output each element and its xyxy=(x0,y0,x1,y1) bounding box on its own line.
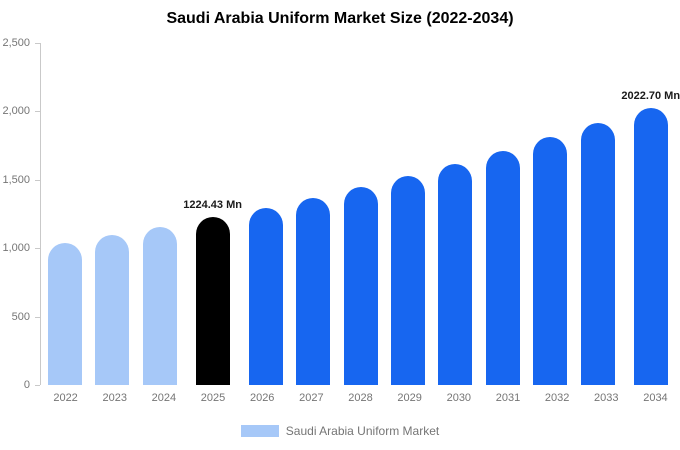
bar-group xyxy=(88,43,135,385)
x-tick-label: 2024 xyxy=(151,392,177,404)
bar-group xyxy=(384,43,431,385)
x-tick-label: 2026 xyxy=(249,392,275,404)
bar-2030[interactable] xyxy=(438,164,473,385)
y-tick-mark xyxy=(35,43,40,44)
y-tick-label: 2,500 xyxy=(2,37,30,49)
bar-group: 2022.70 Mn xyxy=(621,43,680,385)
bar-2025[interactable] xyxy=(195,217,230,385)
bar-group xyxy=(136,43,183,385)
x-tick-label: 2028 xyxy=(348,392,373,404)
bar-group xyxy=(289,43,336,385)
x-tick-label: 2030 xyxy=(446,392,472,404)
y-tick-label: 0 xyxy=(23,379,30,391)
bar-2027[interactable] xyxy=(296,198,331,385)
bar-value-label: 2022.70 Mn xyxy=(621,90,680,102)
y-tick-mark xyxy=(35,179,40,181)
y-axis-labels: 2,500 2,000 1,500 1,000 500 0 xyxy=(0,37,40,391)
bar-group xyxy=(41,43,88,385)
x-tick-label: 2029 xyxy=(397,392,422,404)
y-tick-mark xyxy=(35,248,40,250)
bar-2026[interactable] xyxy=(248,208,283,385)
bar-group xyxy=(432,43,479,385)
bar-group xyxy=(574,43,621,385)
bar-2023[interactable] xyxy=(95,235,130,385)
bar-group: 1224.43 Mn xyxy=(183,43,242,385)
bar-2034[interactable] xyxy=(633,108,668,385)
y-axis-line xyxy=(40,43,41,385)
bars-area: 1224.43 Mn 2022.70 Mn xyxy=(41,43,680,385)
x-tick-label: 2032 xyxy=(544,392,570,404)
chart-title: Saudi Arabia Uniform Market Size (2022-2… xyxy=(166,10,514,27)
x-axis-labels: 2022 2023 2024 2025 2026 2027 2028 2029 2030 2031… xyxy=(41,392,680,404)
x-tick-label: 2033 xyxy=(594,392,619,404)
legend-swatch[interactable] xyxy=(240,425,279,437)
y-tick-label: 1,000 xyxy=(2,242,30,255)
x-tick-label: 2031 xyxy=(495,392,521,404)
bar-group xyxy=(242,43,289,385)
bar-group xyxy=(527,43,574,385)
x-tick-label: 2022 xyxy=(53,392,78,404)
bar-2024[interactable] xyxy=(142,227,177,385)
x-tick-label: 2027 xyxy=(299,392,324,404)
bar-2029[interactable] xyxy=(390,176,425,385)
bar-2028[interactable] xyxy=(343,187,378,385)
bar-2032[interactable] xyxy=(533,137,568,385)
bar-group xyxy=(479,43,526,385)
y-tick-label: 2,000 xyxy=(2,105,30,118)
y-tick-label: 1,500 xyxy=(2,173,30,186)
x-tick-label: 2023 xyxy=(102,392,127,404)
bar-2033[interactable] xyxy=(580,123,615,385)
y-tick-mark xyxy=(35,111,40,113)
x-tick-label: 2025 xyxy=(200,392,226,404)
legend[interactable]: Saudi Arabia Uniform Market xyxy=(0,424,680,438)
bar-value-label: 1224.43 Mn xyxy=(183,199,242,211)
bar-2022[interactable] xyxy=(47,243,82,385)
y-tick-mark xyxy=(35,385,40,386)
x-tick-label: 2034 xyxy=(643,392,668,404)
bar-2031[interactable] xyxy=(485,151,520,385)
y-tick-mark xyxy=(35,316,40,318)
y-tick-label: 500 xyxy=(11,310,30,323)
bar-group xyxy=(337,43,384,385)
legend-label[interactable]: Saudi Arabia Uniform Market xyxy=(285,424,440,438)
